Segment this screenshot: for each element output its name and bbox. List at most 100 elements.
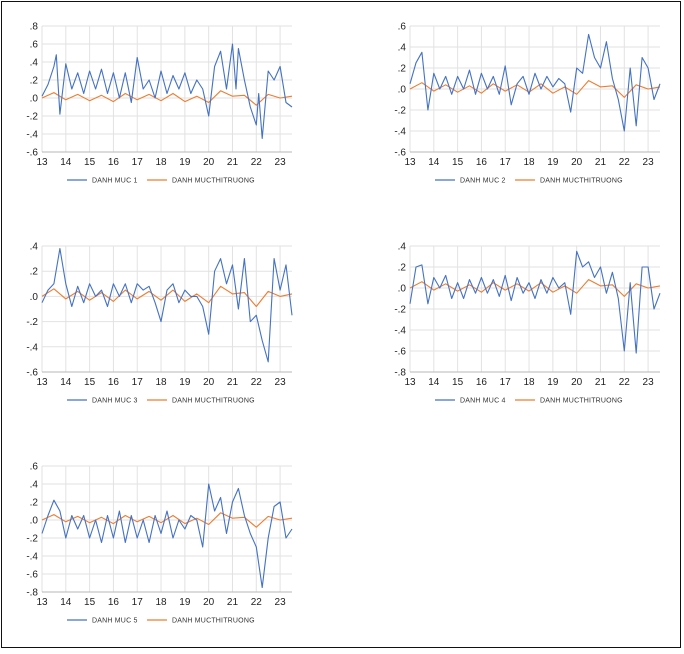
y-tick-label: .4 [30,480,39,491]
series-line-portfolio [41,43,293,140]
x-tick-label: 20 [571,377,583,388]
x-tick-label: 21 [227,597,239,608]
y-tick-label: -.4 [394,127,406,138]
y-tick-label: .6 [30,40,39,51]
y-tick-label: .4 [398,43,407,54]
chart-panel-danh-muc-4: .4 .2 .0 -.2 -.4 -.6 -.8 13 14 15 16 17 18 19 20 21 22 23… [380,234,680,434]
chart-svg: .6 .4 .2 .0 -.2 -.4 -.613 14 15 16 17 18 19 20 21 22 23 D… [394,22,661,185]
x-tick-label: 20 [203,157,215,168]
y-tick-label: .2 [30,76,39,87]
x-tick-label: 13 [36,377,48,388]
x-tick-label: 19 [547,377,559,388]
x-tick-label: 13 [36,597,48,608]
x-tick-label: 13 [404,377,416,388]
x-tick-label: 18 [523,157,535,168]
series-line-market [409,80,661,98]
y-tick-label: -.6 [26,148,38,159]
y-tick-label: -.6 [26,368,38,379]
x-tick-label: 23 [275,597,287,608]
x-tick-label: 15 [84,157,96,168]
x-tick-label: 19 [179,377,191,388]
y-tick-label: .0 [30,516,39,527]
y-tick-label: -.2 [26,112,38,123]
x-tick-label: 21 [595,157,607,168]
y-tick-label: .4 [30,242,39,253]
chart-svg: .4 .2 .0 -.2 -.4 -.6 -.813 14 15 16 17 18 19 20 21 22 23… [394,242,661,405]
x-tick-label: 14 [60,377,72,388]
x-tick-label: 13 [36,157,48,168]
x-tick-label: 19 [547,157,559,168]
y-tick-label: -.2 [26,317,38,328]
y-tick-label: .0 [30,94,39,105]
series-line-market [41,285,293,308]
chart-panel-danh-muc-5: .6 .4 .2 .0 -.2 -.4 -.6 -.8 13 14 15 16 17 18 19 20 21 22… [12,454,312,654]
x-tick-label: 22 [619,377,631,388]
legend-label-portfolio: DANH MUC 2 [460,178,506,185]
y-tick-label: .2 [398,263,407,274]
y-tick-label: .6 [30,462,39,473]
legend-label-portfolio: DANH MUC 5 [92,618,138,625]
x-tick-label: 16 [108,597,120,608]
x-tick-label: 20 [203,597,215,608]
x-tick-label: 23 [643,377,655,388]
y-tick-label: -.4 [394,326,406,337]
x-tick-label: 17 [132,157,144,168]
y-tick-label: -.2 [394,305,406,316]
x-tick-label: 20 [203,377,215,388]
x-tick-label: 22 [251,157,263,168]
y-tick-label: -.8 [394,368,406,379]
x-tick-label: 13 [404,157,416,168]
x-tick-label: 15 [452,377,464,388]
x-tick-label: 17 [132,597,144,608]
x-tick-label: 20 [571,157,583,168]
legend-label-portfolio: DANH MUC 1 [92,178,138,185]
x-tick-label: 21 [227,377,239,388]
y-tick-label: -.6 [26,570,38,581]
x-tick-label: 15 [84,597,96,608]
x-tick-label: 17 [500,377,512,388]
x-tick-label: 23 [275,157,287,168]
x-tick-label: 19 [179,157,191,168]
y-tick-label: -.4 [26,552,38,563]
chart-svg: .4 .2 .0 -.2 -.4 -.613 14 15 16 17 18 19 20 21 22 23 DAN… [26,242,293,405]
x-tick-label: 16 [476,157,488,168]
x-tick-label: 22 [619,157,631,168]
x-tick-label: 14 [60,157,72,168]
y-tick-label: .0 [398,85,407,96]
y-tick-label: .2 [30,498,39,509]
x-tick-label: 16 [476,377,488,388]
y-tick-label: .4 [30,58,39,69]
y-tick-label: -.2 [26,534,38,545]
x-tick-label: 21 [595,377,607,388]
series-line-portfolio [409,250,661,354]
legend-label-market: DANH MUCTHITRUONG [172,398,255,405]
series-line-portfolio [41,247,293,363]
legend-label-market: DANH MUCTHITRUONG [172,618,255,625]
chart-svg: .8 .6 .4 .2 .0 -.2 -.4 -.613 14 15 16 17 18 19 20 21 22 2… [26,22,293,185]
x-tick-label: 15 [84,377,96,388]
y-tick-label: .6 [398,22,407,33]
x-tick-label: 18 [155,157,167,168]
y-tick-label: -.2 [394,106,406,117]
x-tick-label: 23 [275,377,287,388]
x-tick-label: 21 [227,157,239,168]
y-tick-label: .8 [30,22,39,33]
y-tick-label: .0 [398,284,407,295]
x-tick-label: 18 [155,597,167,608]
x-tick-label: 16 [108,377,120,388]
x-tick-label: 23 [643,157,655,168]
x-tick-label: 18 [155,377,167,388]
series-line-market [41,90,293,106]
x-tick-label: 14 [60,597,72,608]
x-tick-label: 17 [500,157,512,168]
chart-panel-danh-muc-3: .4 .2 .0 -.2 -.4 -.6 13 14 15 16 17 18 19 20 21 22 23 DAN… [12,234,312,434]
legend-label-market: DANH MUCTHITRUONG [540,398,623,405]
legend-label-market: DANH MUCTHITRUONG [172,178,255,185]
chart-panel-danh-muc-1: .8 .6 .4 .2 .0 -.2 -.4 -.6 13 14 15 16 17 18 19 20 21 22 2… [12,14,312,214]
chart-svg: .6 .4 .2 .0 -.2 -.4 -.6 -.813 14 15 16 17 18 19 20 21 22… [26,462,293,625]
x-tick-label: 15 [452,157,464,168]
y-tick-label: .4 [398,242,407,253]
x-tick-label: 14 [428,377,440,388]
series-line-portfolio [41,483,293,589]
